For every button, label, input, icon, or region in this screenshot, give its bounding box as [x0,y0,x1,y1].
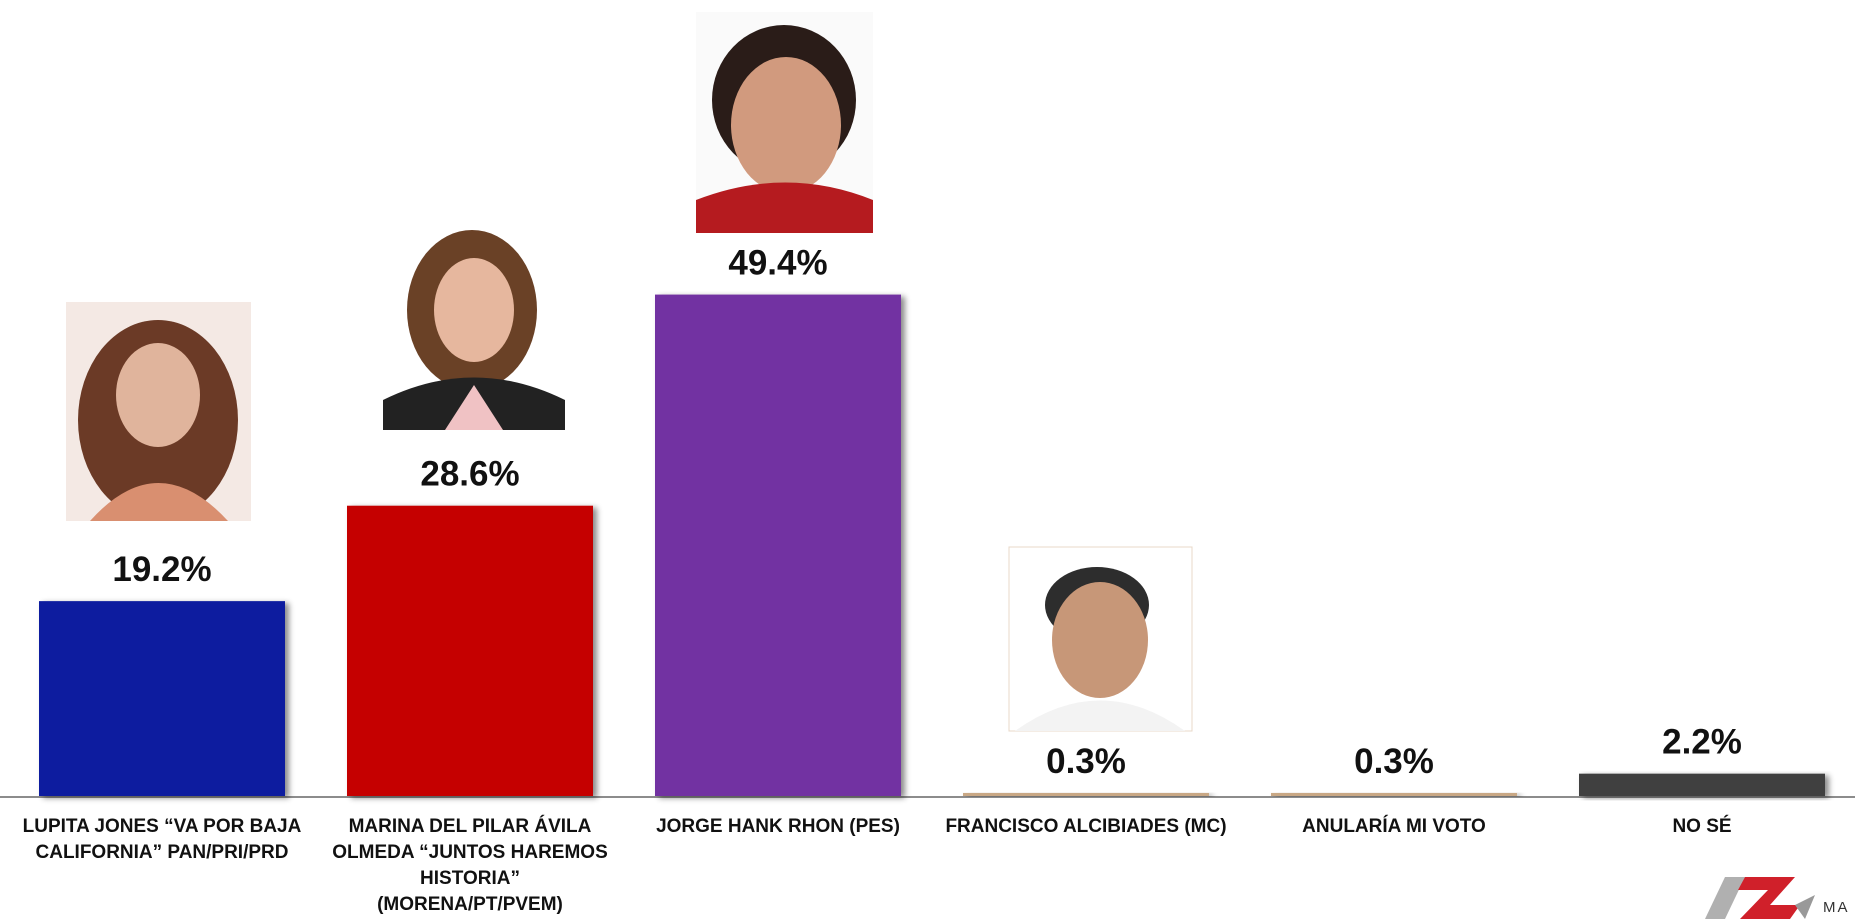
bar [1271,792,1517,796]
category-label: ANULARÍA MI VOTO [1302,816,1486,837]
bar [1579,773,1825,796]
value-label: 0.3% [1354,742,1434,781]
bar [655,294,901,796]
category-label: MARINA DEL PILAR ÁVILA OLMEDA “JUNTOS HA… [332,816,608,915]
bar [39,601,285,796]
bar [963,792,1209,796]
category-label: JORGE HANK RHON (PES) [656,816,900,837]
photo [1008,546,1193,732]
bar [347,505,593,796]
value-label: 0.3% [1046,742,1126,781]
category-label: LUPITA JONES “VA POR BAJA CALIFORNIA” PA… [22,816,302,863]
category-label: FRANCISCO ALCIBIADES (MC) [945,816,1227,837]
logo: MA [1705,877,1850,919]
value-label: 28.6% [420,455,519,494]
category-label: NO SÉ [1672,816,1732,837]
value-label: 2.2% [1662,723,1742,762]
photo [66,302,251,521]
value-label: 19.2% [112,550,211,589]
value-label: 49.4% [728,244,827,283]
photo [696,12,873,233]
logo-text: MA [1823,899,1850,916]
photo [383,228,565,430]
